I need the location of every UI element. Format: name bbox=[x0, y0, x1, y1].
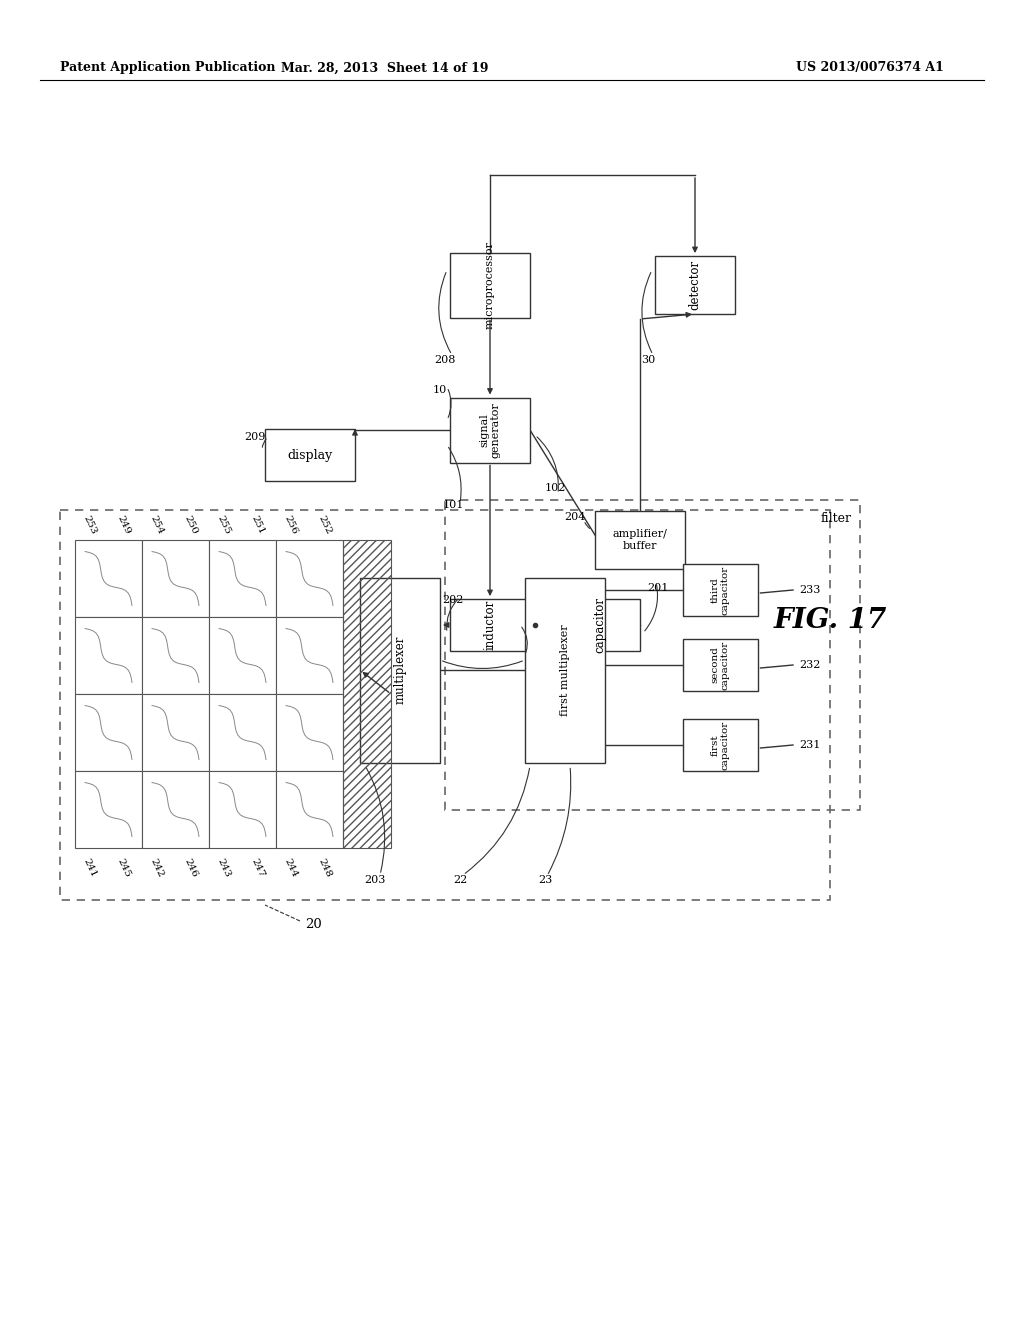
Text: Patent Application Publication: Patent Application Publication bbox=[60, 62, 275, 74]
Bar bbox=[276, 540, 343, 616]
Bar bbox=[560, 599, 640, 651]
Text: 245: 245 bbox=[116, 857, 132, 879]
Bar bbox=[343, 540, 391, 847]
Bar bbox=[265, 429, 355, 480]
Text: 22: 22 bbox=[453, 875, 467, 884]
Text: 242: 242 bbox=[148, 857, 165, 879]
Bar bbox=[75, 616, 142, 694]
Bar bbox=[683, 719, 758, 771]
Text: 231: 231 bbox=[800, 741, 820, 750]
Text: 101: 101 bbox=[442, 500, 464, 510]
Text: FIG. 17: FIG. 17 bbox=[773, 606, 887, 634]
Bar bbox=[655, 256, 735, 314]
Text: 209: 209 bbox=[245, 432, 265, 442]
Text: first
capacitor: first capacitor bbox=[711, 721, 730, 770]
Bar bbox=[209, 540, 276, 616]
Text: 255: 255 bbox=[216, 513, 232, 536]
Bar bbox=[209, 616, 276, 694]
Text: 23: 23 bbox=[538, 875, 552, 884]
Text: multiplexer: multiplexer bbox=[393, 636, 407, 704]
Bar bbox=[75, 694, 142, 771]
Text: 208: 208 bbox=[434, 355, 456, 366]
Bar bbox=[445, 500, 860, 810]
Text: 203: 203 bbox=[365, 875, 386, 884]
Text: 30: 30 bbox=[641, 355, 655, 366]
Bar bbox=[450, 252, 530, 318]
Text: detector: detector bbox=[688, 260, 701, 310]
Bar bbox=[142, 616, 209, 694]
Text: 10: 10 bbox=[433, 385, 447, 395]
Text: Mar. 28, 2013  Sheet 14 of 19: Mar. 28, 2013 Sheet 14 of 19 bbox=[282, 62, 488, 74]
Text: 251: 251 bbox=[249, 513, 266, 536]
Text: 102: 102 bbox=[545, 483, 565, 492]
Text: 249: 249 bbox=[116, 513, 132, 536]
Text: signal
generator: signal generator bbox=[479, 403, 501, 458]
Text: display: display bbox=[288, 449, 333, 462]
Bar bbox=[683, 564, 758, 616]
Bar bbox=[450, 599, 530, 651]
Text: second
capacitor: second capacitor bbox=[711, 640, 730, 689]
Bar bbox=[142, 540, 209, 616]
Bar bbox=[209, 771, 276, 847]
Text: first multiplexer: first multiplexer bbox=[560, 624, 570, 715]
Bar bbox=[142, 771, 209, 847]
Text: 250: 250 bbox=[182, 513, 199, 536]
Bar bbox=[75, 540, 142, 616]
Text: 254: 254 bbox=[148, 513, 165, 536]
Text: 248: 248 bbox=[316, 857, 333, 879]
Text: capacitor: capacitor bbox=[594, 597, 606, 653]
Text: 232: 232 bbox=[800, 660, 820, 671]
Text: 241: 241 bbox=[82, 857, 98, 879]
Bar bbox=[595, 511, 685, 569]
Text: 204: 204 bbox=[564, 512, 586, 521]
Text: third
capacitor: third capacitor bbox=[711, 565, 730, 615]
Text: 244: 244 bbox=[283, 857, 299, 879]
Text: 256: 256 bbox=[283, 513, 299, 536]
Text: 233: 233 bbox=[800, 585, 820, 595]
Bar bbox=[450, 397, 530, 462]
Text: US 2013/0076374 A1: US 2013/0076374 A1 bbox=[796, 62, 944, 74]
Bar bbox=[276, 694, 343, 771]
Text: inductor: inductor bbox=[483, 599, 497, 651]
Bar bbox=[142, 694, 209, 771]
Text: 202: 202 bbox=[442, 595, 464, 605]
Text: microprocessor: microprocessor bbox=[485, 242, 495, 329]
Bar bbox=[360, 578, 440, 763]
Text: 201: 201 bbox=[647, 583, 669, 593]
Bar bbox=[60, 510, 830, 900]
Bar bbox=[209, 694, 276, 771]
Text: amplifier/
buffer: amplifier/ buffer bbox=[612, 529, 668, 550]
Text: filter: filter bbox=[821, 512, 852, 525]
Text: 243: 243 bbox=[216, 857, 232, 879]
Text: 246: 246 bbox=[182, 857, 199, 879]
Text: 252: 252 bbox=[316, 513, 333, 536]
Text: 20: 20 bbox=[305, 919, 322, 932]
Bar bbox=[683, 639, 758, 690]
Bar bbox=[276, 771, 343, 847]
Bar bbox=[525, 578, 605, 763]
Bar bbox=[276, 616, 343, 694]
Bar bbox=[75, 771, 142, 847]
Text: 253: 253 bbox=[82, 513, 98, 536]
Text: 247: 247 bbox=[249, 857, 266, 879]
